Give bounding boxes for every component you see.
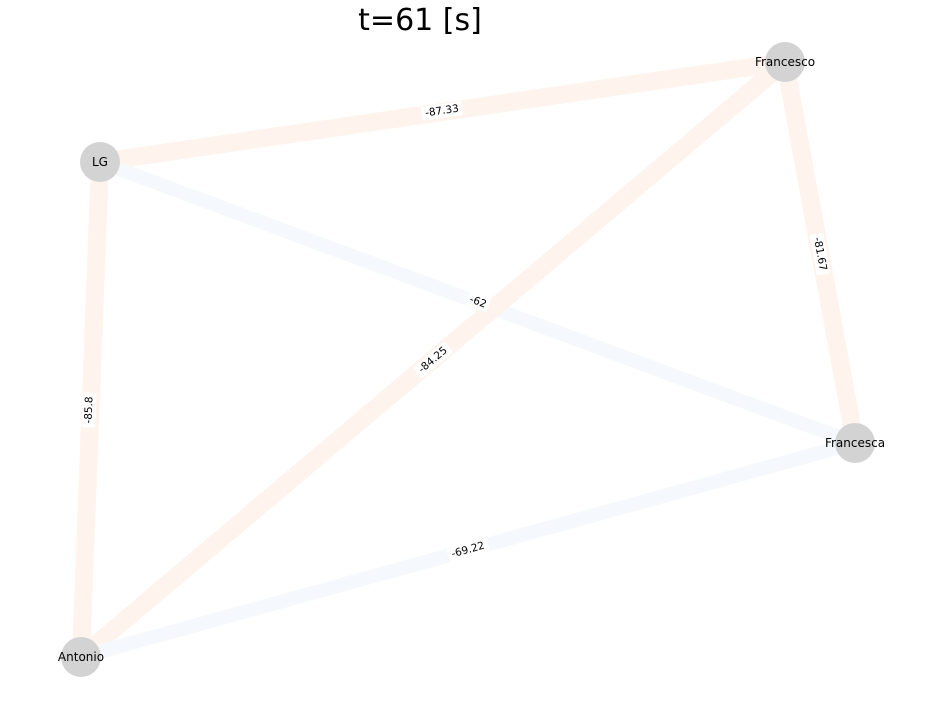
node-lg: LG (80, 142, 120, 182)
edge-label-lg-francesca: -62 (465, 292, 491, 312)
node-label: Francesca (825, 436, 885, 450)
node-circle (61, 637, 101, 677)
edge-label-background (446, 538, 490, 562)
node-circle (80, 142, 120, 182)
node-francesco: Francesco (755, 42, 815, 82)
edge-label-background (809, 232, 831, 276)
edge-label-background (420, 101, 464, 121)
node-label: Antonio (58, 650, 104, 664)
edges-layer (72, 53, 864, 664)
edge-label-background (81, 392, 97, 428)
edge-label-background (465, 292, 491, 312)
node-circle (835, 423, 875, 463)
edge-label-lg-antonio: -85.8 (81, 392, 97, 428)
edge-label-lg-francesco: -87.33 (420, 101, 464, 121)
edge-label-francesco-francesca: -81.67 (809, 232, 831, 276)
edge-label-background (413, 342, 453, 378)
node-circle (765, 42, 805, 82)
node-francesca: Francesca (825, 423, 885, 463)
edge-weight-label: -87.33 (424, 103, 459, 120)
node-label: Francesco (755, 55, 815, 69)
edge-label-antonio-francesca: -69.22 (446, 538, 490, 562)
nodes-layer: Francesco LG Francesca Antonio (58, 42, 885, 677)
graph-title: t=61 [s] (358, 3, 482, 38)
edge-weight-label: -62 (468, 293, 488, 310)
edge-weight-label: -85.8 (82, 396, 95, 424)
node-label: LG (92, 155, 108, 169)
node-antonio: Antonio (58, 637, 104, 677)
